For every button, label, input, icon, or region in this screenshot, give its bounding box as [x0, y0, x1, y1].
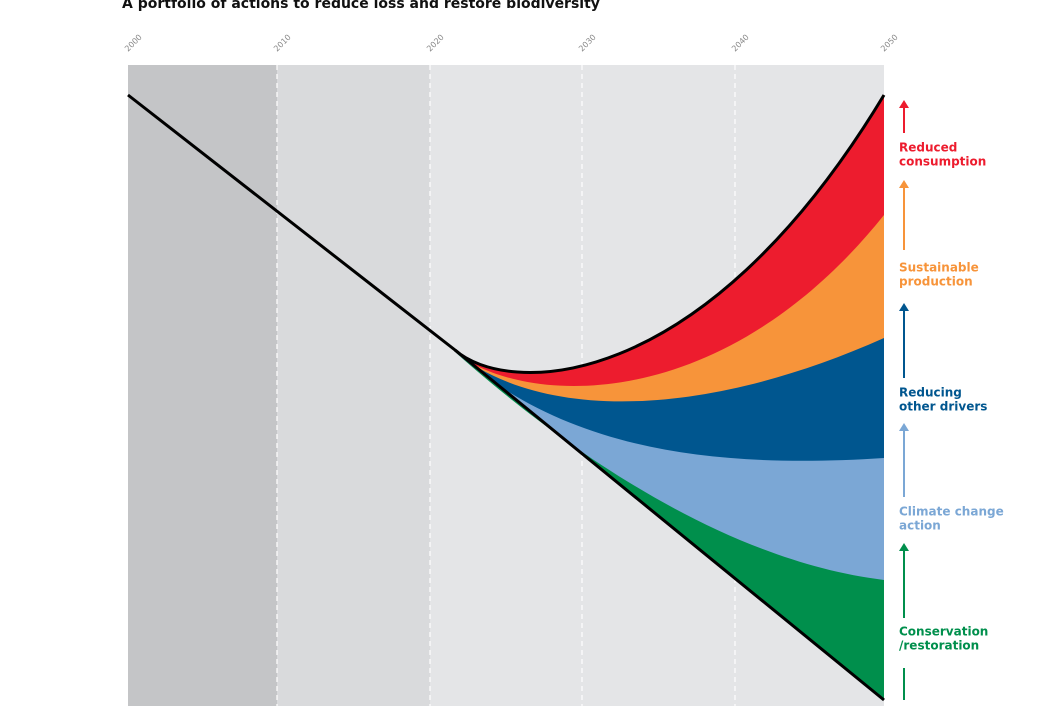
year-label: 2050 — [879, 33, 900, 54]
action-label: /restoration — [899, 639, 979, 653]
arrow-head — [899, 543, 909, 551]
decade-lines — [276, 65, 736, 706]
action-label: Reduced — [899, 141, 957, 155]
baseline-line — [454, 348, 885, 702]
arrow-head — [899, 303, 909, 311]
year-label: 2000 — [123, 33, 144, 54]
action-label: production — [899, 275, 973, 289]
action-label: Sustainable — [899, 261, 979, 275]
action-label: action — [899, 519, 941, 533]
trend-line — [127, 93, 886, 374]
action-label: other drivers — [899, 400, 987, 414]
arrow-head — [899, 100, 909, 108]
year-label: 2040 — [730, 33, 751, 54]
year-label: 2010 — [272, 33, 293, 54]
action-label: Conservation — [899, 625, 988, 639]
action-label: Climate change — [899, 505, 1004, 519]
year-label: 2020 — [425, 33, 446, 54]
arrow-head — [899, 423, 909, 431]
title: A portfolio of actions to reduce loss an… — [122, 0, 600, 12]
band-2010s — [277, 65, 430, 706]
year-label: 2030 — [577, 33, 598, 54]
action-label: Reducing — [899, 386, 962, 400]
arrow-head — [899, 180, 909, 188]
band-2000s — [128, 65, 277, 706]
action-label: consumption — [899, 155, 986, 169]
